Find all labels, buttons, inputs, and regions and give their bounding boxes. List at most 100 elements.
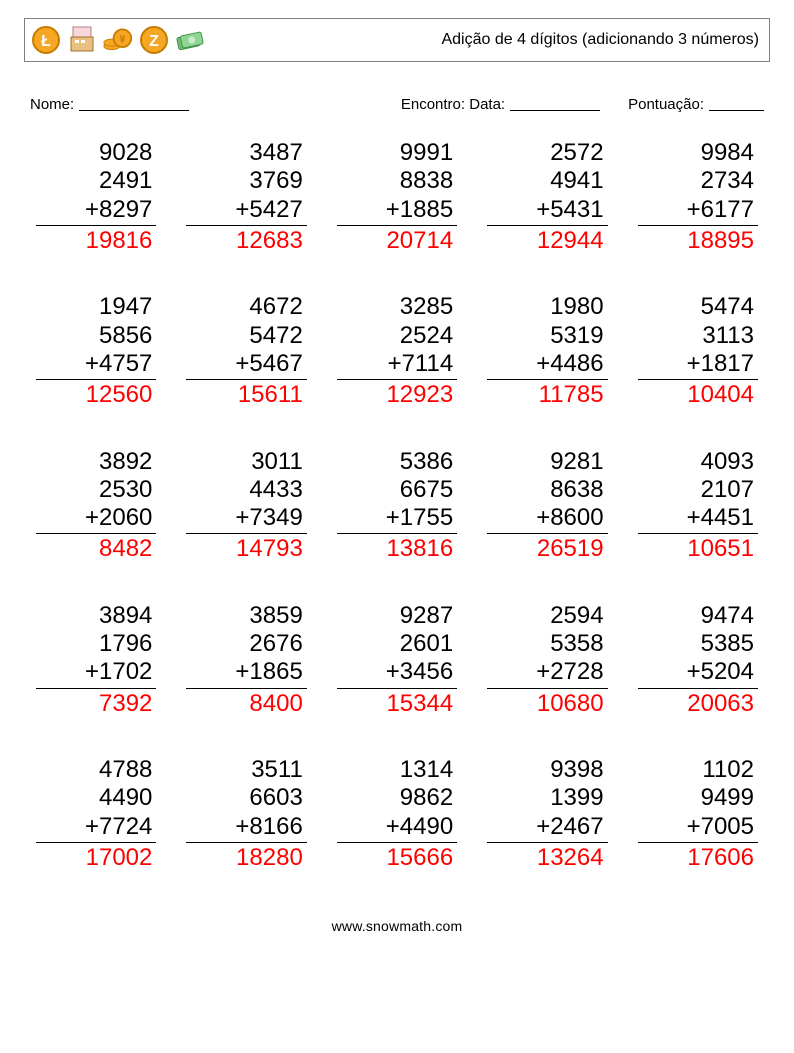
worksheet-title: Adição de 4 dígitos (adicionando 3 númer… xyxy=(441,31,759,49)
addition-problem: 47884490+772417002 xyxy=(36,756,156,872)
addend-1: 3285 xyxy=(337,293,457,321)
addend-2: 5358 xyxy=(487,630,607,658)
answer: 17002 xyxy=(36,844,156,872)
answer: 12923 xyxy=(337,381,457,409)
addend-3: +8166 xyxy=(186,813,306,843)
addend-3: +4486 xyxy=(487,350,607,380)
svg-text:Ł: Ł xyxy=(41,33,51,50)
addend-1: 9398 xyxy=(487,756,607,784)
addend-2: 2524 xyxy=(337,322,457,350)
answer: 20714 xyxy=(337,227,457,255)
answer: 8400 xyxy=(186,690,306,718)
addend-1: 4093 xyxy=(638,448,758,476)
addend-3: +3456 xyxy=(337,658,457,688)
score-blank[interactable] xyxy=(709,96,764,111)
score-label: Pontuação: xyxy=(628,96,704,113)
addition-problem: 38922530+20608482 xyxy=(36,448,156,564)
answer: 12944 xyxy=(487,227,607,255)
addend-2: 2734 xyxy=(638,167,758,195)
addend-1: 9991 xyxy=(337,139,457,167)
addend-2: 2530 xyxy=(36,476,156,504)
name-blank[interactable] xyxy=(79,96,189,111)
addend-1: 9028 xyxy=(36,139,156,167)
addition-problem: 38592676+18658400 xyxy=(186,602,306,718)
addend-1: 5386 xyxy=(337,448,457,476)
addend-1: 3511 xyxy=(186,756,306,784)
addend-1: 3894 xyxy=(36,602,156,630)
answer: 18280 xyxy=(186,844,306,872)
answer: 20063 xyxy=(638,690,758,718)
addend-2: 8838 xyxy=(337,167,457,195)
addend-2: 9862 xyxy=(337,784,457,812)
addend-3: +7114 xyxy=(337,350,457,380)
addend-3: +1865 xyxy=(186,658,306,688)
addend-2: 5472 xyxy=(186,322,306,350)
addition-problem: 19475856+475712560 xyxy=(36,293,156,409)
addend-3: +7724 xyxy=(36,813,156,843)
addition-problem: 99918838+188520714 xyxy=(337,139,457,255)
addend-1: 2572 xyxy=(487,139,607,167)
addend-2: 5385 xyxy=(638,630,758,658)
addend-2: 5319 xyxy=(487,322,607,350)
addend-1: 4788 xyxy=(36,756,156,784)
addend-1: 1314 xyxy=(337,756,457,784)
answer: 12683 xyxy=(186,227,306,255)
answer: 7392 xyxy=(36,690,156,718)
answer: 17606 xyxy=(638,844,758,872)
addition-problem: 13149862+449015666 xyxy=(337,756,457,872)
addend-1: 5474 xyxy=(638,293,758,321)
addend-3: +2467 xyxy=(487,813,607,843)
addend-3: +5431 xyxy=(487,196,607,226)
footer-prefix: www. xyxy=(332,918,366,934)
answer: 15344 xyxy=(337,690,457,718)
addition-problem: 92872601+345615344 xyxy=(337,602,457,718)
addend-3: +8600 xyxy=(487,504,607,534)
addend-3: +5467 xyxy=(186,350,306,380)
date-blank[interactable] xyxy=(510,96,600,111)
addend-2: 8638 xyxy=(487,476,607,504)
addend-3: +5427 xyxy=(186,196,306,226)
addition-problem: 32852524+711412923 xyxy=(337,293,457,409)
svg-text:¥: ¥ xyxy=(119,34,125,46)
header-box: Ł ¥ Z Adição de 4 dígitos (adicionando 3… xyxy=(24,18,770,62)
answer: 13264 xyxy=(487,844,607,872)
addend-2: 2676 xyxy=(186,630,306,658)
svg-text:Z: Z xyxy=(149,33,159,50)
answer: 15666 xyxy=(337,844,457,872)
footer: www.snowmath.com xyxy=(24,918,770,954)
addend-1: 3859 xyxy=(186,602,306,630)
addend-3: +1755 xyxy=(337,504,457,534)
addition-problem: 38941796+17027392 xyxy=(36,602,156,718)
header-icons: Ł ¥ Z xyxy=(31,25,205,55)
addend-2: 6603 xyxy=(186,784,306,812)
addition-problem: 30114433+734914793 xyxy=(186,448,306,564)
addend-2: 2491 xyxy=(36,167,156,195)
answer: 13816 xyxy=(337,535,457,563)
answer: 18895 xyxy=(638,227,758,255)
answer: 12560 xyxy=(36,381,156,409)
addend-3: +2060 xyxy=(36,504,156,534)
addend-1: 9281 xyxy=(487,448,607,476)
addend-2: 1399 xyxy=(487,784,607,812)
encounter-label: Encontro: Data: xyxy=(401,96,505,113)
addition-problem: 92818638+860026519 xyxy=(487,448,607,564)
meta-row: Nome: Encontro: Data: Pontuação: xyxy=(30,96,764,113)
addition-problem: 94745385+520420063 xyxy=(638,602,758,718)
addend-1: 4672 xyxy=(186,293,306,321)
cash-register-icon xyxy=(67,25,97,55)
addend-1: 2594 xyxy=(487,602,607,630)
addend-1: 3892 xyxy=(36,448,156,476)
addend-2: 4941 xyxy=(487,167,607,195)
addition-problem: 34873769+542712683 xyxy=(186,139,306,255)
addend-1: 3487 xyxy=(186,139,306,167)
addend-1: 1102 xyxy=(638,756,758,784)
name-label: Nome: xyxy=(30,96,74,113)
addend-1: 9474 xyxy=(638,602,758,630)
addend-3: +2728 xyxy=(487,658,607,688)
addend-2: 4490 xyxy=(36,784,156,812)
addition-problem: 54743113+181710404 xyxy=(638,293,758,409)
answer: 19816 xyxy=(36,227,156,255)
addend-3: +7349 xyxy=(186,504,306,534)
footer-mid: snow xyxy=(366,918,399,934)
addend-2: 1796 xyxy=(36,630,156,658)
